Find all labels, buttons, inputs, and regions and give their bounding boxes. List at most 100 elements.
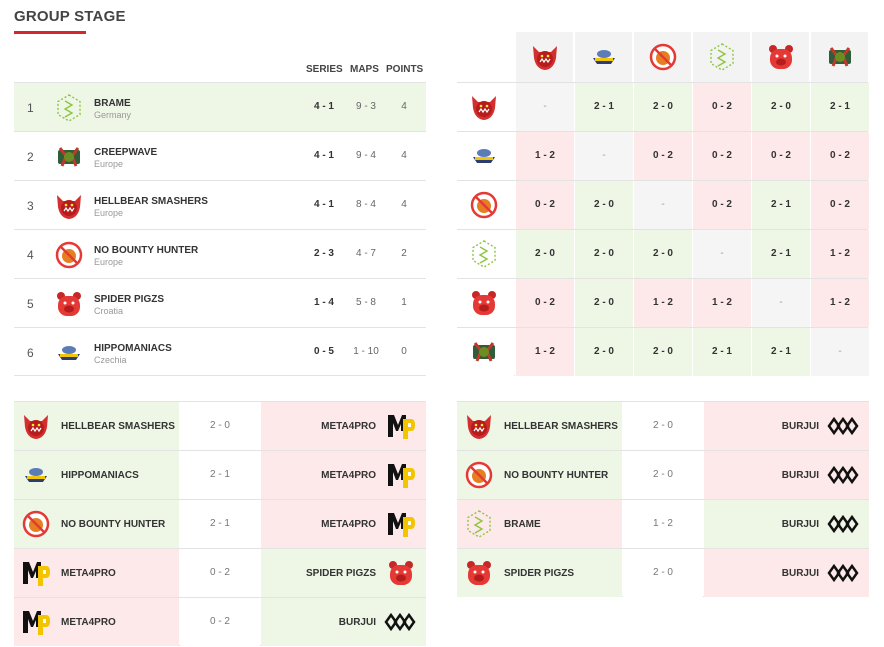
match-team-right[interactable]: BURJUI bbox=[704, 451, 869, 499]
standings-row[interactable]: 5 SPIDER PIGZS Croatia 1 - 4 5 - 8 1 bbox=[14, 278, 426, 327]
team-name[interactable]: CREEPWAVE bbox=[94, 147, 158, 158]
burjui-logo-icon bbox=[384, 612, 416, 632]
standings-row[interactable]: 4 NO BOUNTY HUNTER Europe 2 - 3 4 - 7 2 bbox=[14, 229, 426, 278]
match-row[interactable]: NO BOUNTY HUNTER 2 - 1 META4PRO bbox=[14, 499, 426, 548]
match-row[interactable]: META4PRO 0 - 2 BURJUI bbox=[14, 597, 426, 646]
nobounty-logo-icon bbox=[469, 190, 499, 220]
match-team-right[interactable]: BURJUI bbox=[704, 500, 869, 548]
match-row[interactable]: META4PRO 0 - 2 SPIDER PIGZS bbox=[14, 548, 426, 597]
matrix-cell[interactable]: 1 - 2 bbox=[810, 230, 869, 278]
match-team-left[interactable]: META4PRO bbox=[14, 598, 179, 646]
match-team-left[interactable]: HELLBEAR SMASHERS bbox=[14, 402, 179, 450]
match-team-left[interactable]: META4PRO bbox=[14, 549, 179, 597]
standings-row[interactable]: 6 HIPPOMANIACS Czechia 0 - 5 1 - 10 0 bbox=[14, 327, 426, 376]
team-name: BURJUI bbox=[338, 617, 376, 628]
match-team-left[interactable]: NO BOUNTY HUNTER bbox=[457, 451, 622, 499]
matrix-cell[interactable]: 2 - 0 bbox=[633, 328, 692, 376]
standings-row[interactable]: 1 BRAME Germany 4 - 1 9 - 3 4 bbox=[14, 82, 426, 131]
match-row[interactable]: NO BOUNTY HUNTER 2 - 0 BURJUI bbox=[457, 450, 869, 499]
match-team-left[interactable]: BRAME bbox=[457, 500, 622, 548]
matrix-cell[interactable]: 2 - 0 bbox=[751, 83, 810, 131]
match-team-right[interactable]: META4PRO bbox=[261, 451, 426, 499]
match-team-left[interactable]: HELLBEAR SMASHERS bbox=[457, 402, 622, 450]
match-list-right: HELLBEAR SMASHERS 2 - 0 BURJUI NO BOUNTY H… bbox=[457, 401, 869, 597]
matrix-column-header bbox=[751, 32, 809, 82]
matrix-cell[interactable]: 2 - 0 bbox=[574, 230, 633, 278]
matrix-cell[interactable]: 0 - 2 bbox=[692, 132, 751, 180]
standings-row[interactable]: 2 CREEPWAVE Europe 4 - 1 9 - 4 4 bbox=[14, 131, 426, 180]
matrix-cell: - bbox=[515, 83, 574, 131]
matrix-cell[interactable]: 2 - 0 bbox=[633, 83, 692, 131]
match-score: 1 - 2 bbox=[623, 500, 703, 548]
matrix-cell[interactable]: 2 - 1 bbox=[751, 328, 810, 376]
matrix-column-header bbox=[810, 32, 868, 82]
matrix-cell[interactable]: 2 - 0 bbox=[633, 230, 692, 278]
match-row[interactable]: HELLBEAR SMASHERS 2 - 0 META4PRO bbox=[14, 401, 426, 450]
matrix-column-header bbox=[515, 32, 573, 82]
match-row[interactable]: HELLBEAR SMASHERS 2 - 0 BURJUI bbox=[457, 401, 869, 450]
matrix-cell[interactable]: 0 - 2 bbox=[810, 132, 869, 180]
match-team-right[interactable]: META4PRO bbox=[261, 402, 426, 450]
match-team-right[interactable]: SPIDER PIGZS bbox=[261, 549, 426, 597]
match-row[interactable]: HIPPOMANIACS 2 - 1 META4PRO bbox=[14, 450, 426, 499]
matrix-cell[interactable]: 2 - 1 bbox=[692, 328, 751, 376]
match-team-right[interactable]: BURJUI bbox=[704, 549, 869, 597]
match-team-left[interactable]: SPIDER PIGZS bbox=[457, 549, 622, 597]
series-record: 0 - 5 bbox=[313, 346, 334, 357]
matrix-cell[interactable]: 0 - 2 bbox=[751, 132, 810, 180]
team-name[interactable]: HIPPOMANIACS bbox=[94, 343, 172, 354]
matrix-cell[interactable]: 2 - 0 bbox=[515, 230, 574, 278]
team-name[interactable]: HELLBEAR SMASHERS bbox=[94, 196, 208, 207]
matrix-cell[interactable]: 0 - 2 bbox=[692, 181, 751, 229]
points-value: 2 bbox=[401, 248, 407, 259]
matrix-cell[interactable]: 2 - 1 bbox=[810, 83, 869, 131]
matrix-cell[interactable]: 2 - 1 bbox=[751, 230, 810, 278]
burjui-logo-icon bbox=[827, 514, 859, 534]
maps-record: 9 - 4 bbox=[355, 150, 376, 161]
matrix-cell[interactable]: 0 - 2 bbox=[633, 132, 692, 180]
matrix-cell[interactable]: 1 - 2 bbox=[633, 279, 692, 327]
points-value: 4 bbox=[401, 101, 407, 112]
meta4pro-logo-icon bbox=[21, 607, 51, 637]
matrix-cell[interactable]: 1 - 2 bbox=[515, 132, 574, 180]
team-country: Czechia bbox=[94, 355, 127, 365]
team-name[interactable]: BRAME bbox=[94, 98, 131, 109]
matrix-cell[interactable]: 1 - 2 bbox=[692, 279, 751, 327]
matrix-cell[interactable]: 2 - 1 bbox=[574, 83, 633, 131]
matrix-cell[interactable]: 2 - 0 bbox=[574, 328, 633, 376]
match-team-right[interactable]: META4PRO bbox=[261, 500, 426, 548]
maps-record: 9 - 3 bbox=[355, 101, 376, 112]
match-team-right[interactable]: BURJUI bbox=[261, 598, 426, 646]
team-name: META4PRO bbox=[61, 617, 116, 628]
match-team-left[interactable]: NO BOUNTY HUNTER bbox=[14, 500, 179, 548]
team-name: HELLBEAR SMASHERS bbox=[504, 421, 618, 432]
matrix-cell[interactable]: 0 - 2 bbox=[515, 279, 574, 327]
spiderpigzs-logo-icon bbox=[464, 558, 494, 588]
match-team-right[interactable]: BURJUI bbox=[704, 402, 869, 450]
rank: 6 bbox=[27, 346, 34, 360]
matrix-cell[interactable]: 2 - 1 bbox=[751, 181, 810, 229]
standings-row[interactable]: 3 HELLBEAR SMASHERS Europe 4 - 1 8 - 4 4 bbox=[14, 180, 426, 229]
matrix-cell[interactable]: 0 - 2 bbox=[692, 83, 751, 131]
hellbear-logo-icon bbox=[530, 42, 560, 72]
team-name[interactable]: NO BOUNTY HUNTER bbox=[94, 245, 199, 256]
team-country: Europe bbox=[94, 257, 124, 267]
matrix-cell[interactable]: 1 - 2 bbox=[515, 328, 574, 376]
maps-record: 4 - 7 bbox=[355, 248, 376, 259]
match-row[interactable]: BRAME 1 - 2 BURJUI bbox=[457, 499, 869, 548]
matrix-column-header bbox=[574, 32, 632, 82]
match-team-left[interactable]: HIPPOMANIACS bbox=[14, 451, 179, 499]
matrix-cell[interactable]: 2 - 0 bbox=[574, 279, 633, 327]
team-country: Europe bbox=[94, 159, 124, 169]
matrix-cell[interactable]: 2 - 0 bbox=[574, 181, 633, 229]
matrix-cell[interactable]: 0 - 2 bbox=[810, 181, 869, 229]
match-row[interactable]: SPIDER PIGZS 2 - 0 BURJUI bbox=[457, 548, 869, 597]
matrix-cell[interactable]: 0 - 2 bbox=[515, 181, 574, 229]
matrix-cell[interactable]: 1 - 2 bbox=[810, 279, 869, 327]
rank: 1 bbox=[27, 101, 34, 115]
team-name[interactable]: SPIDER PIGZS bbox=[94, 294, 165, 305]
